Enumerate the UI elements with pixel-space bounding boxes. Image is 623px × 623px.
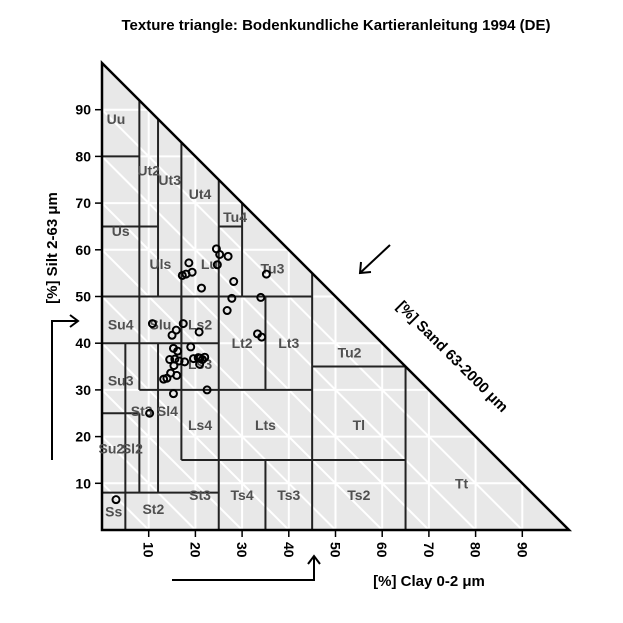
grid-line-sand [101, 435, 197, 531]
x-axis-label: [%] Clay 0-2 μm [373, 573, 485, 590]
data-point [187, 267, 197, 277]
data-point [257, 332, 267, 342]
class-label: Tl [353, 417, 365, 433]
class-label: Uls [149, 256, 171, 272]
data-point [165, 355, 175, 365]
data-point [147, 319, 157, 329]
clay-direction-arrow [172, 556, 315, 581]
class-label: Ts4 [231, 487, 254, 503]
class-label: Ss [105, 503, 122, 519]
data-point [212, 260, 222, 270]
direction-arrows [51, 244, 391, 581]
class-label: Ls4 [188, 417, 212, 433]
data-point [229, 277, 239, 287]
sand-arrow-head [358, 261, 372, 275]
data-point [167, 330, 177, 340]
x-tick-label: 40 [281, 542, 297, 558]
y-tick-label: 80 [75, 148, 91, 164]
x-tick-label: 20 [187, 542, 203, 558]
y-tick-label: 50 [75, 289, 91, 305]
y-tick-label: 60 [75, 242, 91, 258]
data-point [180, 357, 190, 367]
data-point [223, 251, 233, 261]
grid-line-sand [101, 342, 290, 531]
class-label: Sl2 [122, 440, 143, 456]
class-label: St2 [142, 501, 164, 517]
x-tick-label: 70 [421, 542, 437, 558]
clay-arrow-head [307, 554, 321, 565]
class-label: Ls2 [188, 317, 212, 333]
class-label: Ts2 [347, 487, 370, 503]
data-point [215, 249, 225, 259]
class-label: Uu [107, 111, 126, 127]
data-point [200, 352, 210, 362]
data-point [227, 293, 237, 303]
data-point [184, 258, 194, 268]
class-boundaries [102, 100, 407, 530]
data-point [173, 346, 183, 356]
class-label: St3 [189, 487, 211, 503]
class-label: Tu2 [338, 345, 362, 361]
class-label: Ut3 [158, 172, 181, 188]
class-label: Ut2 [137, 162, 160, 178]
sand-direction-arrow [359, 244, 391, 274]
chart-title: Texture triangle: Bodenkundliche Kartier… [122, 17, 551, 34]
class-label: Slu [149, 317, 171, 333]
y-tick-label: 70 [75, 195, 91, 211]
class-label: Lu [201, 256, 218, 272]
silt-direction-arrow [51, 320, 78, 460]
data-point [196, 283, 206, 293]
axes: 10 20 30 40 50 60 70 80 90 10 20 30 40 50 60 70 80 90 [51, 102, 530, 581]
class-label: Lt2 [232, 335, 253, 351]
data-point [256, 292, 266, 302]
data-point [169, 361, 179, 371]
class-label: Ts3 [277, 487, 300, 503]
x-tick-label: 50 [328, 542, 344, 558]
data-point [111, 495, 121, 505]
x-tick-label: 80 [468, 542, 484, 558]
x-tick-label: 30 [234, 542, 250, 558]
class-label: Tu4 [223, 209, 247, 225]
class-label: Ut4 [189, 186, 212, 202]
class-label: Su3 [108, 373, 134, 389]
y-tick-label: 10 [75, 475, 91, 491]
class-label: Tu3 [261, 260, 285, 276]
data-point [178, 319, 188, 329]
class-label: Lts [255, 417, 276, 433]
data-point [222, 306, 232, 316]
data-point [172, 370, 182, 380]
class-label: Su4 [108, 317, 134, 333]
y-tick-label: 20 [75, 429, 91, 445]
data-point [171, 325, 181, 335]
data-point [186, 342, 196, 352]
data-point [261, 269, 271, 279]
y-tick-label: 90 [75, 102, 91, 118]
y-axis-label: [%] Silt 2-63 μm [44, 192, 61, 304]
y-tick-label: 40 [75, 335, 91, 351]
class-label: Tt [455, 475, 469, 491]
x-tick-label: 60 [374, 542, 390, 558]
x-tick-label: 90 [514, 542, 530, 558]
class-label: Us [112, 223, 130, 239]
data-point [145, 408, 155, 418]
data-point [194, 327, 204, 337]
class-label: Su2 [98, 440, 124, 456]
x-tick-label: 10 [141, 542, 157, 558]
data-point [202, 385, 212, 395]
y-tick-label: 30 [75, 382, 91, 398]
silt-arrow-head [69, 314, 80, 328]
class-label: Lt3 [278, 335, 299, 351]
data-point [168, 389, 178, 399]
class-label: Sl4 [157, 403, 178, 419]
data-point [174, 356, 184, 366]
